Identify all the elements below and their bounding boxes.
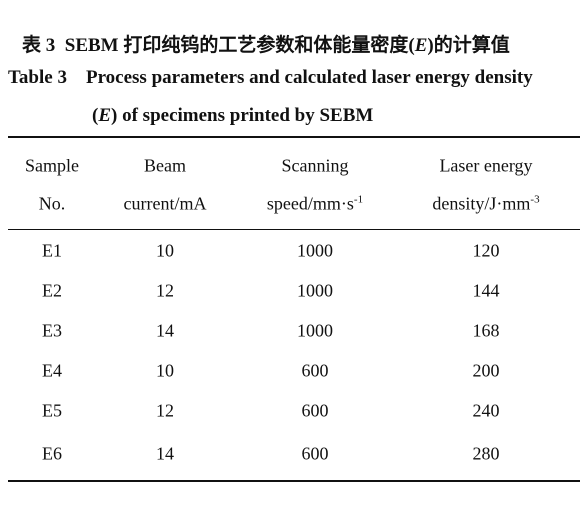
caption-text: Process parameters and calculated laser … [85, 67, 533, 88]
bottom-rule [8, 480, 580, 482]
header-cell: No. [39, 194, 66, 215]
header-cell: Sample [25, 155, 79, 176]
table-cell: 600 [301, 443, 329, 464]
table-cell: E2 [42, 280, 62, 301]
header-cell: Laser energy [439, 155, 533, 176]
table-cell: E5 [42, 400, 62, 421]
header-cell: speed/mm·s-1 [267, 194, 363, 215]
table-cell: E6 [42, 443, 62, 464]
header-cell: Scanning [281, 155, 349, 176]
table-cell: 1000 [297, 320, 333, 341]
caption-text: )的计算值 [427, 35, 510, 56]
table-cell: 1000 [297, 240, 333, 261]
caption-en: Table 3 Process parameters and calculate… [8, 67, 533, 89]
table-cell: 1000 [297, 280, 333, 301]
table-cell: 600 [301, 360, 329, 381]
caption-var: E [98, 105, 112, 126]
table-cell: 240 [472, 400, 500, 421]
caption-cn: 表 3 SEBM 打印纯钨的工艺参数和体能量密度(E)的计算值 [22, 30, 510, 57]
table-cell: E4 [42, 360, 62, 381]
table-cell: 200 [472, 360, 500, 381]
header-text: current/mA [123, 193, 207, 214]
caption-label: Table 3 [8, 67, 67, 88]
caption-en-2: (E) of specimens printed by SEBM [92, 105, 373, 127]
caption-text: ) of specimens printed by SEBM [111, 105, 374, 126]
header-text: speed/mm·s [266, 193, 354, 214]
caption-text: SEBM 打印纯钨的工艺参数和体能量密度( [64, 35, 415, 56]
mid-rule [8, 229, 580, 230]
table-cell: 120 [472, 240, 500, 261]
header-cell: Beam [144, 155, 186, 176]
table-cell: E1 [42, 240, 62, 261]
caption-text: ( [92, 105, 99, 126]
caption-var: E [414, 35, 428, 56]
top-rule [8, 136, 580, 138]
header-sup: -3 [530, 193, 540, 206]
table-cell: 144 [472, 280, 500, 301]
table-cell: 10 [156, 240, 174, 261]
table-cell: 600 [301, 400, 329, 421]
header-text: No. [38, 193, 66, 214]
table-cell: 12 [156, 400, 174, 421]
table-cell: 12 [156, 280, 174, 301]
table-cell: 14 [156, 320, 174, 341]
caption-label: 表 3 [22, 35, 56, 56]
table-cell: 14 [156, 443, 174, 464]
header-cell: current/mA [124, 194, 207, 215]
table-cell: 280 [472, 443, 500, 464]
header-sup: -1 [353, 193, 364, 206]
header-cell: density/J·mm-3 [432, 194, 539, 215]
header-text: density/J·mm [432, 193, 531, 214]
table-cell: 168 [472, 320, 500, 341]
table-cell: E3 [42, 320, 62, 341]
table-cell: 10 [156, 360, 174, 381]
